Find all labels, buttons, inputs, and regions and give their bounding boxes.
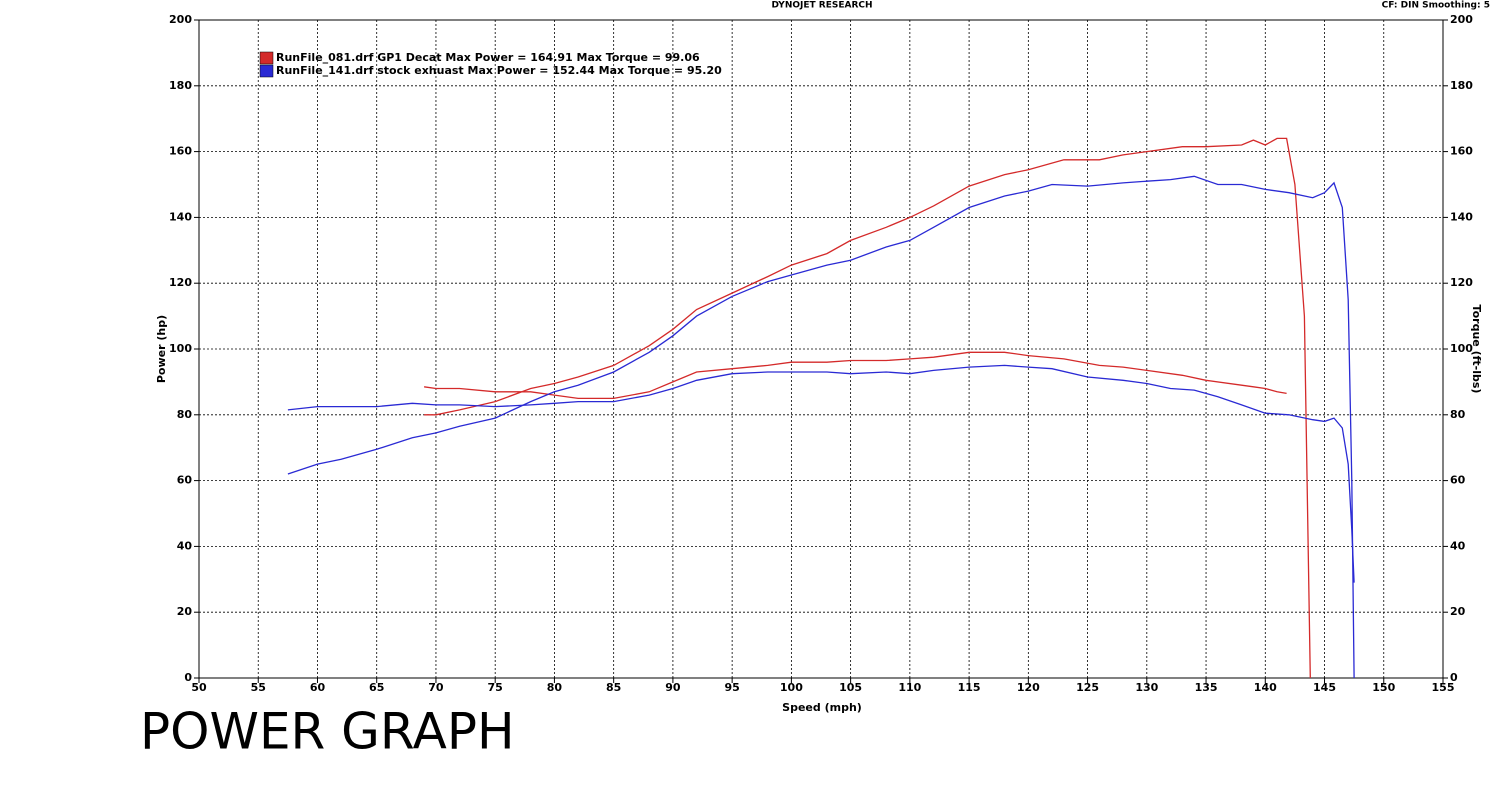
y2-tick-label: 40 [1450,539,1466,552]
torque-line [287,364,1355,583]
y-tick-label: 80 [177,408,193,421]
legend-swatch [259,64,274,78]
legend-label: RunFile_081.drf GP1 Decat Max Power = 16… [276,51,700,64]
legend-label: RunFile_141.drf stock exhuast Max Power … [276,64,722,77]
y2-tick-label: 120 [1450,276,1473,289]
x-tick-label: 155 [1432,681,1455,694]
x-tick-label: 75 [488,681,503,694]
torque-line [424,351,1287,400]
x-tick-label: 135 [1195,681,1218,694]
y-tick-label: 20 [177,605,193,618]
y-tick-label: 0 [184,671,192,684]
y-tick-label: 160 [169,145,192,158]
y-tick-label: 60 [177,474,193,487]
y2-tick-label: 160 [1450,145,1473,158]
x-tick-label: 140 [1254,681,1277,694]
x-tick-label: 120 [1017,681,1040,694]
y2-tick-label: 60 [1450,474,1466,487]
x-tick-label: 150 [1372,681,1395,694]
y-tick-label: 40 [177,539,193,552]
x-tick-label: 60 [310,681,326,694]
x-tick-label: 85 [606,681,621,694]
y2-tick-label: 200 [1450,13,1473,26]
x-tick-label: 95 [724,681,739,694]
power-line [287,175,1355,679]
x-axis-label: Speed (mph) [782,701,862,714]
x-tick-label: 130 [1135,681,1158,694]
y2-tick-label: 0 [1450,671,1458,684]
x-tick-label: 90 [665,681,681,694]
y2-tick-label: 180 [1450,79,1473,92]
power-line [424,137,1311,679]
chart-subtitle: CF: DIN Smoothing: 5 [1382,1,1490,11]
y-tick-label: 120 [169,276,192,289]
x-tick-label: 110 [898,681,921,694]
y2-tick-label: 20 [1450,605,1466,618]
x-tick-label: 145 [1313,681,1336,694]
x-tick-label: 80 [547,681,563,694]
y-axis-label: Power (hp) [155,315,168,383]
legend-swatch [259,51,274,65]
y-tick-label: 140 [169,210,192,223]
x-tick-label: 100 [780,681,803,694]
y2-tick-label: 80 [1450,408,1466,421]
y-tick-label: 100 [169,342,192,355]
caption: POWER GRAPH [140,703,515,761]
y2-tick-label: 100 [1450,342,1473,355]
x-tick-label: 105 [839,681,862,694]
x-tick-label: 65 [369,681,384,694]
x-tick-label: 125 [1076,681,1099,694]
y2-axis-label: Torque (ft-lbs) [1470,305,1483,394]
x-tick-label: 50 [191,681,207,694]
x-tick-label: 70 [428,681,444,694]
x-tick-label: 55 [251,681,266,694]
y2-tick-label: 140 [1450,210,1473,223]
x-tick-label: 115 [958,681,981,694]
chart-title: DYNOJET RESEARCH [771,1,872,11]
y-tick-label: 200 [169,13,192,26]
y-tick-label: 180 [169,79,192,92]
